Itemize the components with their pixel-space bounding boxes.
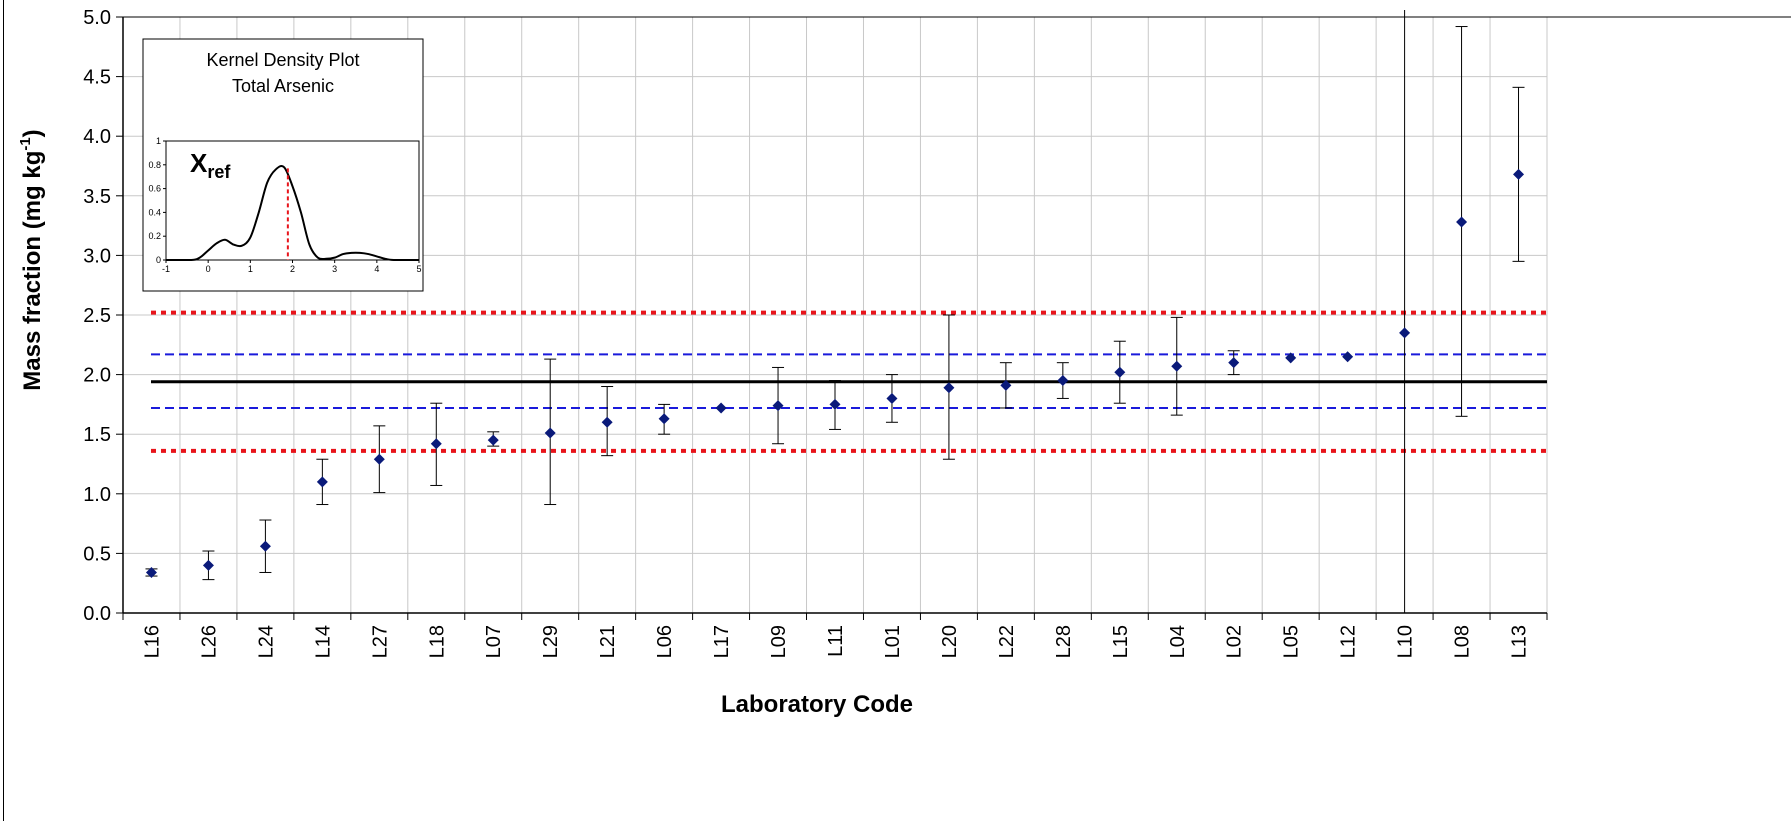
inset-y-tick-label: 0.2 [148, 231, 161, 241]
data-point [202, 559, 214, 571]
y-tick-label: 4.0 [83, 126, 111, 148]
data-point [1114, 366, 1126, 378]
data-point [316, 476, 328, 488]
x-tick-label: L17 [711, 625, 733, 658]
y-tick-label: 3.5 [83, 186, 111, 208]
y-axis-title-end: ) [19, 129, 46, 137]
data-point [1342, 351, 1354, 363]
inset-title-line2: Total Arsenic [232, 76, 334, 96]
data-point [1228, 357, 1240, 369]
x-tick-label: L29 [540, 625, 562, 658]
x-tick-label: L09 [768, 625, 790, 658]
y-tick-label: 2.5 [83, 305, 111, 327]
inset-y-tick-label: 0.6 [148, 184, 161, 194]
x-tick-label: L02 [1224, 625, 1246, 658]
y-tick-label: 1.0 [83, 484, 111, 506]
inset-x-tick-label: 2 [290, 264, 295, 274]
tick-labels: 0.0 0.5 1.0 1.5 2.0 2.5 3.0 3.5 4.0 4.5 5.0 L16 L26 L… [83, 7, 1530, 658]
x-tick-label: L06 [654, 625, 676, 658]
data-point [943, 382, 955, 394]
inset-x-tick-label: 1 [248, 264, 253, 274]
y-tick-label: 2.0 [83, 365, 111, 387]
x-tick-label: L22 [996, 625, 1018, 658]
reference-lines [151, 310, 1547, 453]
data-point [430, 438, 442, 450]
data-point [1285, 352, 1297, 364]
inset-density-curve [166, 165, 419, 261]
inset-annotation-subscript: ref [207, 162, 231, 182]
inset-x-tick-label: 3 [332, 264, 337, 274]
x-tick-label: L18 [426, 625, 448, 658]
data-point [886, 392, 898, 404]
data-point [1456, 216, 1468, 228]
y-tick-label: 0.5 [83, 543, 111, 565]
x-tick-label: L04 [1167, 625, 1189, 658]
x-tick-label: L16 [141, 625, 163, 658]
inset-plot-frame [165, 140, 420, 261]
x-tick-label: L27 [369, 625, 391, 658]
x-tick-label: L11 [825, 625, 847, 657]
data-point [715, 402, 727, 414]
data-point [829, 398, 841, 410]
x-tick-label: L01 [882, 625, 904, 658]
x-tick-label: L15 [1110, 625, 1132, 658]
data-point [1399, 327, 1411, 339]
x-tick-label: L20 [939, 625, 961, 658]
y-axis-title: Mass fraction (mg kg-1) [17, 129, 46, 390]
data-point [544, 427, 556, 439]
x-tick-label: L28 [1053, 625, 1075, 658]
x-tick-label: L12 [1338, 625, 1360, 658]
inset-y-tick-label: 0.4 [148, 207, 161, 217]
inset-y-tick-label: 1 [156, 136, 161, 146]
x-tick-label: L13 [1509, 625, 1531, 658]
y-tick-label: 5.0 [83, 7, 111, 29]
x-tick-label: L05 [1281, 625, 1303, 658]
data-point [1513, 168, 1525, 180]
data-point [145, 566, 157, 578]
y-axis-title-main: Mass fraction (mg kg [19, 151, 46, 391]
kernel-density-inset: Kernel Density Plot Total Arsenic 0 0.2 0.… [142, 38, 424, 292]
axes [116, 16, 1791, 620]
x-tick-label: L14 [312, 625, 334, 658]
inset-x-tick-label: 4 [374, 264, 379, 274]
data-point [373, 453, 385, 465]
data-point [658, 413, 670, 425]
inset-annotation: Xref [190, 148, 231, 182]
y-tick-label: 3.0 [83, 245, 111, 267]
y-axis-title-superscript: -1 [17, 137, 34, 150]
x-tick-label: L07 [483, 625, 505, 658]
inset-plot: 00.20.40.60.81-1 0 1 2 3 4 5 [148, 136, 421, 274]
inset-title-line1: Kernel Density Plot [206, 50, 359, 70]
data-point [259, 540, 271, 552]
data-point [1171, 360, 1183, 372]
inset-x-tick-label: 0 [206, 264, 211, 274]
data-point [601, 416, 613, 428]
y-tick-label: 0.0 [83, 603, 111, 625]
data-point [1000, 379, 1012, 391]
x-tick-label: L24 [255, 625, 277, 658]
data-point [772, 400, 784, 412]
inset-x-tick-label: 5 [416, 264, 421, 274]
x-tick-label: L21 [597, 625, 619, 658]
inset-y-tick-label: 0 [156, 255, 161, 265]
data-point [487, 434, 499, 446]
data-point [1057, 375, 1069, 387]
data-points [145, 168, 1525, 578]
x-tick-label: L10 [1395, 625, 1417, 658]
inset-x-tick-label: -1 [162, 264, 170, 274]
inset-y-tick-label: 0.8 [148, 160, 161, 170]
y-tick-label: 4.5 [83, 67, 111, 89]
x-axis-title: Laboratory Code [721, 691, 913, 718]
x-tick-label: L26 [198, 625, 220, 658]
y-tick-label: 1.5 [83, 424, 111, 446]
x-tick-label: L08 [1452, 625, 1474, 658]
inset-annotation-main: X [190, 148, 208, 178]
